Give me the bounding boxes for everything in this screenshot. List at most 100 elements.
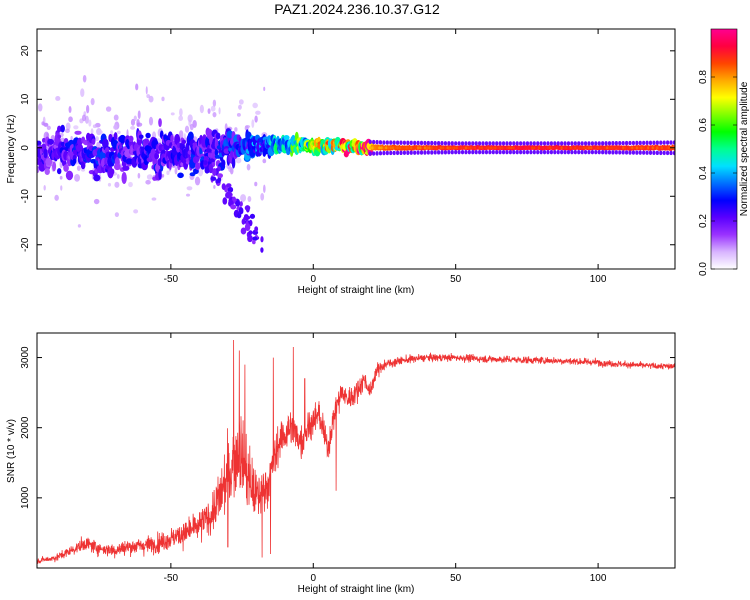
spectrogram-cell <box>583 146 586 150</box>
spectrogram-cell <box>209 158 215 163</box>
spectrogram-cell <box>52 161 57 172</box>
spectrogram-cell <box>529 149 533 155</box>
spectrogram-speckle <box>247 195 252 203</box>
spectrogram-cell <box>433 150 437 155</box>
spectrogram-speckle <box>116 174 120 179</box>
spectrogram-cell <box>560 146 563 150</box>
spectrogram-cell <box>407 146 411 150</box>
spectrogram-speckle <box>178 115 184 121</box>
spectrogram-speckle <box>189 123 194 131</box>
spectrogram-cell <box>450 149 454 155</box>
spectrogram-cell <box>645 150 649 155</box>
spectrogram-cell <box>57 125 62 133</box>
spectrogram-cell <box>247 234 253 243</box>
spectrogram-speckle <box>82 74 87 83</box>
spectrogram-cell <box>254 226 259 232</box>
y-tick-label: 10 <box>20 93 31 105</box>
spectrogram-speckle <box>148 116 154 126</box>
spectrogram-cell <box>414 146 418 150</box>
spectrogram-cell <box>63 164 69 172</box>
spectrogram-cell <box>631 140 636 146</box>
spectrogram-cell <box>587 149 591 155</box>
spectrogram-cell <box>529 141 533 146</box>
x-tick-label: 0 <box>310 274 316 285</box>
spectrogram-cell <box>546 146 550 150</box>
spectrogram-cell <box>487 146 490 150</box>
spectrogram-cell <box>505 141 509 146</box>
spectrogram-cell <box>396 146 399 150</box>
spectrogram-speckle <box>251 119 255 128</box>
spectrogram-cell <box>659 150 663 156</box>
spectrogram-speckle <box>246 163 251 171</box>
x-tick-label: 0 <box>310 573 316 584</box>
spectrogram-cell <box>537 146 541 150</box>
spectrogram-cell <box>226 190 232 198</box>
spectrogram-cell <box>542 141 547 146</box>
spectrogram-cell <box>494 146 497 150</box>
spectrogram-cell <box>628 146 632 150</box>
spectrogram-speckle <box>183 133 186 142</box>
spectrogram-cell <box>231 156 236 169</box>
spectrogram-speckle <box>151 197 157 201</box>
spectrogram-x-label: Height of straight line (km) <box>298 285 415 296</box>
spectrogram-cell <box>489 146 493 150</box>
spectrogram-cell <box>590 146 593 150</box>
spectrogram-cell <box>443 150 448 155</box>
spectrogram-cell <box>194 162 201 171</box>
spectrogram-cell <box>464 149 468 155</box>
spectrogram-speckle <box>73 125 79 130</box>
spectrogram-cell <box>436 150 441 155</box>
spectrogram-cell <box>567 146 570 150</box>
spectrogram-cell <box>464 146 468 150</box>
spectrogram-cell <box>462 146 465 150</box>
spectrogram-cell <box>423 140 427 146</box>
spectrogram-cell <box>669 150 673 156</box>
spectrogram-cell <box>423 150 427 155</box>
spectrogram-cell <box>47 138 55 145</box>
spectrogram-cell <box>395 140 400 145</box>
spectrogram-cell <box>419 150 424 155</box>
spectrogram-cell <box>498 149 502 155</box>
spectrogram-cell <box>457 141 461 146</box>
spectrogram-cell <box>444 146 447 150</box>
spectrogram-cell <box>580 141 584 146</box>
colorbar-tick-label: 0.6 <box>698 118 709 132</box>
spectrogram-cell <box>469 146 472 150</box>
spectrogram-cell <box>553 141 557 146</box>
spectrogram-cell <box>533 146 536 150</box>
spectrogram-speckle <box>92 124 97 129</box>
spectrogram-cell <box>597 149 601 155</box>
spectrogram-cell <box>553 149 557 155</box>
spectrogram-cell <box>464 141 468 146</box>
spectrogram-cell <box>460 141 465 146</box>
spectrogram-cell <box>528 146 531 150</box>
spectrogram-speckle <box>197 167 204 177</box>
spectrogram-cell <box>478 149 482 155</box>
spectrogram-cell <box>125 158 133 165</box>
spectrogram-cell <box>649 146 652 150</box>
spectrogram-cell <box>546 141 550 146</box>
spectrogram-cell <box>498 146 502 150</box>
spectrogram-speckle <box>238 99 244 105</box>
spectrogram-cell <box>252 236 258 241</box>
spectrogram-cell <box>413 140 417 146</box>
spectrogram-cell <box>535 146 538 150</box>
spectrogram-cell <box>577 149 581 155</box>
spectrogram-cell <box>203 160 208 165</box>
colorbar: 0.0 0.2 0.4 0.6 0.8 Normalized spectral ampl… <box>698 28 750 276</box>
spectrogram-cell <box>644 146 648 150</box>
spectrogram-cell <box>514 146 518 150</box>
spectrogram-y-label: Frequency (Hz) <box>6 115 17 184</box>
spectrogram-speckle <box>263 184 266 194</box>
spectrogram-speckle <box>93 198 100 205</box>
spectrogram-cell <box>45 157 53 166</box>
spectrogram-speckle <box>43 185 46 191</box>
spectrogram-cell <box>577 141 581 146</box>
snr-series-line <box>37 339 675 564</box>
spectrogram-cell <box>385 140 389 145</box>
spectrogram-cell <box>421 146 424 150</box>
spectrogram-cell <box>628 150 632 155</box>
spectrogram-cell <box>187 131 194 141</box>
spectrogram-cell <box>221 183 226 191</box>
spectrogram-cell <box>460 146 463 150</box>
